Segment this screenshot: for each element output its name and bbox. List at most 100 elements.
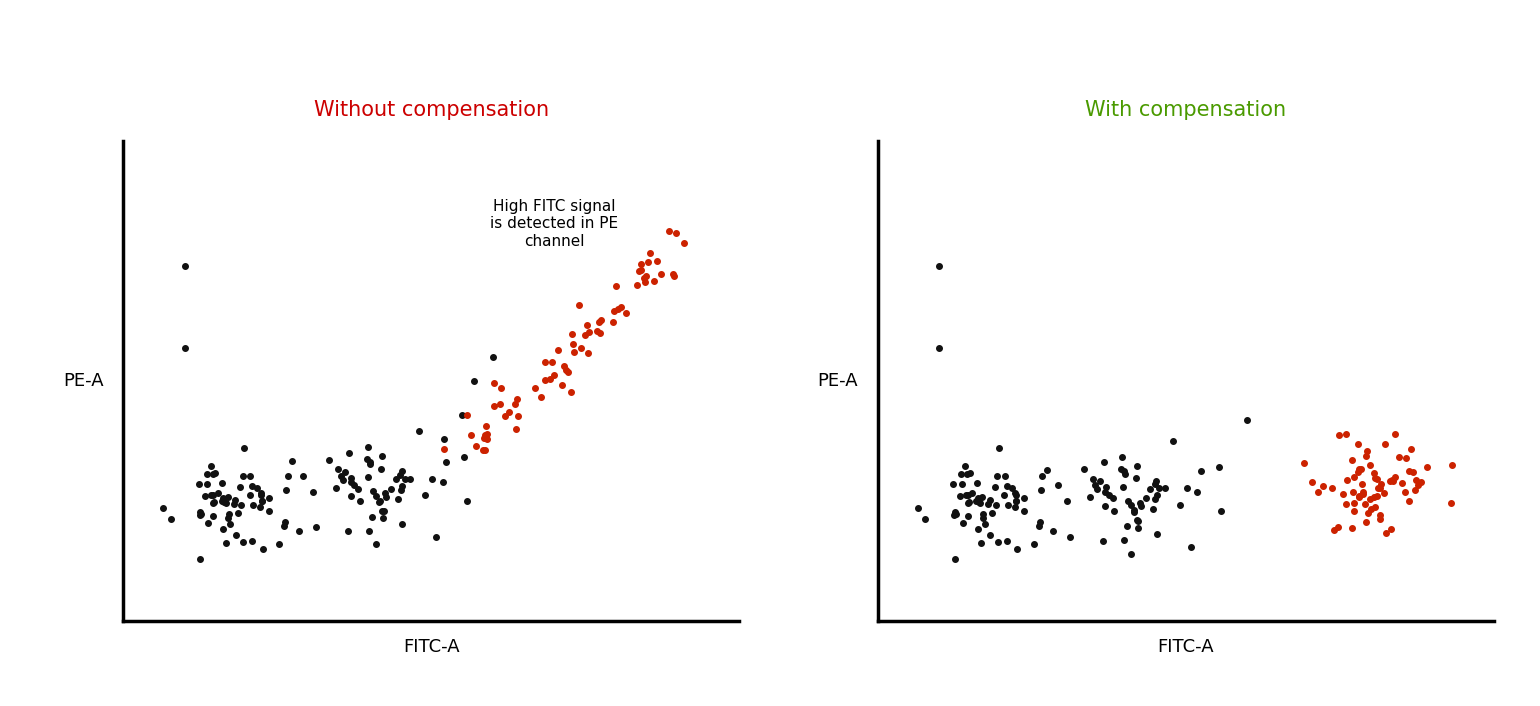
Point [488,399,513,410]
Point [1326,429,1351,441]
Point [978,530,1003,541]
Point [1440,459,1465,470]
Point [533,356,557,367]
Point [213,496,237,508]
Point [1147,482,1172,493]
Point [476,429,501,440]
Point [551,361,576,372]
Point [927,342,952,353]
Point [172,342,197,353]
Point [266,539,291,550]
Point [942,510,967,521]
Point [1415,462,1440,473]
Point [333,466,357,477]
Point [1383,471,1408,482]
Point [576,347,601,359]
Point [1394,486,1418,497]
Point [159,514,183,525]
Point [601,316,625,328]
Point [984,499,1009,510]
X-axis label: FITC-A: FITC-A [1158,638,1214,656]
Point [627,265,651,277]
Point [216,513,240,524]
Point [1403,484,1428,496]
Point [537,373,562,385]
Point [493,410,517,421]
Point [222,498,246,510]
Point [1389,477,1414,489]
Point [390,480,414,491]
Point [286,525,311,537]
Text: High FITC signal
is detected in PE
channel: High FITC signal is detected in PE chann… [490,199,619,249]
Point [1377,475,1401,486]
Point [453,452,477,463]
Point [433,443,457,455]
Point [245,482,270,493]
Point [1438,498,1463,509]
Point [1129,501,1153,512]
Point [199,460,223,472]
Point [942,506,967,517]
Point [1035,465,1060,476]
Point [1343,471,1368,482]
Point [186,478,211,489]
Point [356,472,380,483]
Title: Without compensation: Without compensation [314,100,548,120]
Point [1004,496,1029,507]
Point [368,495,393,506]
Point [1311,481,1335,492]
Point [1027,517,1052,528]
Point [370,463,394,474]
Point [601,306,625,317]
Point [959,487,984,498]
Point [1080,473,1104,484]
Point [1178,542,1203,553]
Point [1003,488,1027,499]
Point [211,523,236,534]
Point [1021,539,1046,550]
Point [1189,465,1214,477]
Point [631,273,656,284]
Point [1331,488,1355,499]
Point [1380,474,1404,486]
Point [202,496,226,507]
Point [1341,497,1366,508]
Point [955,510,979,522]
Point [1207,461,1232,472]
Y-axis label: PE-A: PE-A [63,372,103,390]
Point [671,237,696,249]
Point [192,491,217,502]
Point [986,443,1010,454]
Point [280,455,305,466]
Point [986,471,1010,482]
Point [964,477,989,489]
Point [1058,531,1083,542]
Point [1072,464,1096,475]
Point [1093,486,1118,498]
Point [274,485,299,496]
Point [1096,489,1121,501]
Point [249,495,274,506]
Point [1334,498,1358,510]
Point [1124,472,1149,484]
Point [972,508,996,520]
Point [573,330,598,341]
Point [196,517,220,529]
Point [966,492,990,503]
Point [976,498,1001,510]
Point [955,469,979,480]
Point [1003,501,1027,513]
Point [1175,483,1200,494]
Point [664,227,688,239]
Point [561,338,585,349]
Point [1354,450,1378,461]
Point [1110,451,1135,462]
Point [1368,510,1392,521]
Point [562,347,587,358]
Point [393,473,417,484]
Point [1368,482,1392,493]
Point [1352,498,1377,510]
Point [559,386,584,397]
Point [354,453,379,465]
Point [995,500,1019,511]
